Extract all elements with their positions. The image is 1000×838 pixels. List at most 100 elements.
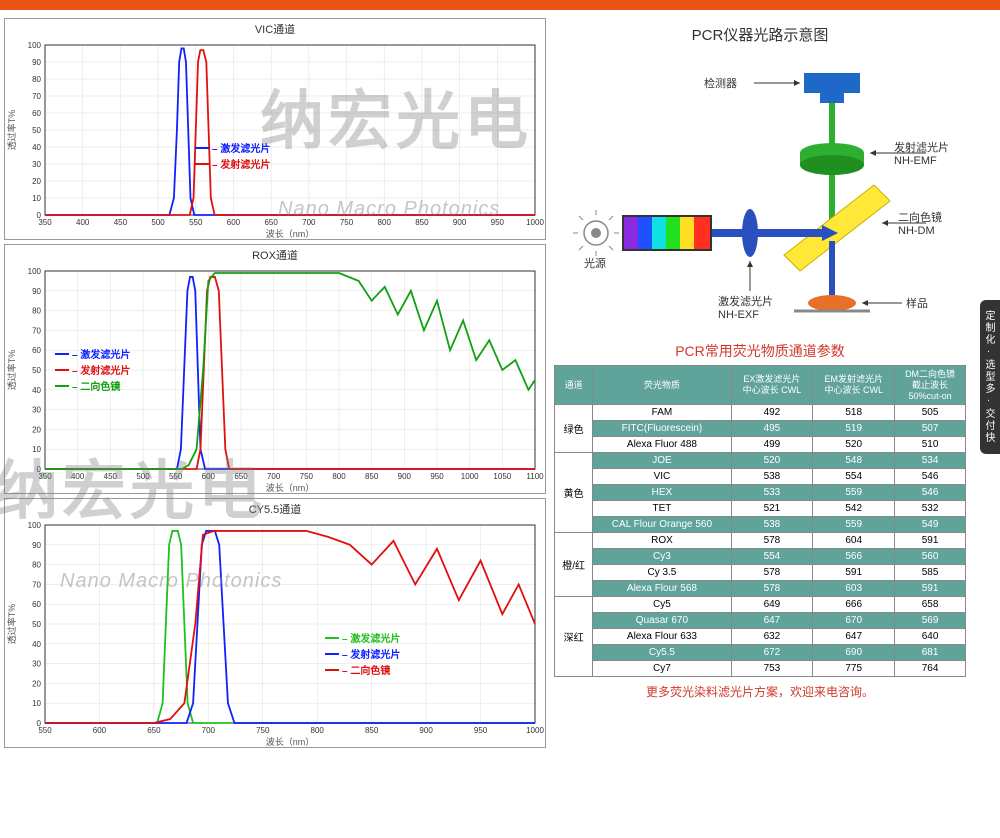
svg-text:400: 400 <box>71 472 85 481</box>
svg-text:30: 30 <box>32 160 41 169</box>
svg-text:90: 90 <box>32 287 41 296</box>
table-cell: CAL Flour Orange 560 <box>593 517 731 533</box>
label-source: 光源 <box>584 255 606 271</box>
svg-text:波长（nm）: 波长（nm） <box>266 228 315 239</box>
table-row: Cy3554566560 <box>555 549 966 565</box>
legend-item: – 激发滤光片 <box>195 140 270 155</box>
table-cell: 753 <box>731 661 813 677</box>
table-cell: 672 <box>731 645 813 661</box>
chart-legend: – 激发滤光片– 发射滤光片 <box>195 139 270 172</box>
svg-text:1050: 1050 <box>493 472 511 481</box>
table-cell: 518 <box>813 405 895 421</box>
table-cell: 578 <box>731 565 813 581</box>
svg-text:750: 750 <box>256 726 270 735</box>
table-cell: 538 <box>731 517 813 533</box>
legend-item: – 二向色镜 <box>55 378 130 393</box>
svg-text:650: 650 <box>234 472 248 481</box>
label-detector: 检测器 <box>704 75 737 91</box>
table-cell: 533 <box>731 485 813 501</box>
legend-item: – 二向色镜 <box>325 662 400 677</box>
svg-text:60: 60 <box>32 600 41 609</box>
chart-svg: 3504004505005506006507007508008509009501… <box>5 39 545 239</box>
chart-0: VIC通道35040045050055060065070075080085090… <box>4 18 546 240</box>
svg-text:10: 10 <box>32 194 41 203</box>
table-header: 荧光物质 <box>593 366 731 405</box>
svg-text:0: 0 <box>37 211 42 220</box>
table-cell: 559 <box>813 517 895 533</box>
svg-text:900: 900 <box>453 218 467 227</box>
table-row: Alexa Fluor 488499520510 <box>555 437 966 453</box>
svg-text:1000: 1000 <box>526 218 544 227</box>
svg-text:950: 950 <box>474 726 488 735</box>
left-charts-panel: VIC通道35040045050055060065070075080085090… <box>0 10 550 838</box>
table-cell: 647 <box>731 613 813 629</box>
svg-text:750: 750 <box>300 472 314 481</box>
table-row: CAL Flour Orange 560538559549 <box>555 517 966 533</box>
svg-text:900: 900 <box>419 726 433 735</box>
table-cell: 578 <box>731 533 813 549</box>
svg-text:50: 50 <box>32 620 41 629</box>
svg-text:800: 800 <box>378 218 392 227</box>
table-cell: 591 <box>895 533 966 549</box>
svg-text:950: 950 <box>491 218 505 227</box>
table-cell: 546 <box>895 469 966 485</box>
svg-text:10: 10 <box>32 699 41 708</box>
footer-note: 更多荧光染料滤光片方案，欢迎来电咨询。 <box>554 683 966 700</box>
chart-title: VIC通道 <box>5 19 545 39</box>
table-row: Cy7753775764 <box>555 661 966 677</box>
table-cell: 549 <box>895 517 966 533</box>
svg-text:70: 70 <box>32 92 41 101</box>
table-cell: 640 <box>895 629 966 645</box>
table-cell: 519 <box>813 421 895 437</box>
optical-path-diagram: 检测器 发射滤光片 NH-EMF 二向色镜 NH-DM 光源 激发滤光片 NH-… <box>554 55 966 335</box>
fluorophore-table-wrap: 通道荧光物质EX激发滤光片中心波长 CWLEM发射滤光片中心波长 CWLDM二向… <box>554 365 966 677</box>
right-sidebar-badge: 定制化·选型多·交付快 <box>980 300 1000 454</box>
table-cell: Cy 3.5 <box>593 565 731 581</box>
top-accent-bar <box>0 0 1000 10</box>
svg-text:650: 650 <box>264 218 278 227</box>
svg-text:550: 550 <box>169 472 183 481</box>
table-row: HEX533559546 <box>555 485 966 501</box>
table-cell: ROX <box>593 533 731 549</box>
table-cell: 585 <box>895 565 966 581</box>
table-cell: 658 <box>895 597 966 613</box>
table-cell: VIC <box>593 469 731 485</box>
table-header: EM发射滤光片中心波长 CWL <box>813 366 895 405</box>
svg-text:波长（nm）: 波长（nm） <box>266 482 315 493</box>
svg-text:100: 100 <box>28 41 42 50</box>
svg-text:20: 20 <box>32 679 41 688</box>
table-cell: 569 <box>895 613 966 629</box>
svg-text:50: 50 <box>32 366 41 375</box>
table-row: Cy5.5672690681 <box>555 645 966 661</box>
chart-legend: – 激发滤光片– 发射滤光片– 二向色镜 <box>325 629 400 678</box>
svg-text:波长（nm）: 波长（nm） <box>266 736 315 747</box>
table-cell: 520 <box>731 453 813 469</box>
svg-text:30: 30 <box>32 660 41 669</box>
table-cell: 554 <box>731 549 813 565</box>
svg-text:700: 700 <box>267 472 281 481</box>
group-cell: 黄色 <box>555 453 593 533</box>
svg-text:450: 450 <box>104 472 118 481</box>
chart-svg: 5506006507007508008509009501000010203040… <box>5 519 545 747</box>
table-cell: 542 <box>813 501 895 517</box>
svg-text:100: 100 <box>28 521 42 530</box>
legend-item: – 发射滤光片 <box>325 646 400 661</box>
table-cell: 538 <box>731 469 813 485</box>
svg-text:0: 0 <box>37 719 42 728</box>
svg-text:90: 90 <box>32 58 41 67</box>
legend-item: – 激发滤光片 <box>325 630 400 645</box>
svg-text:650: 650 <box>147 726 161 735</box>
svg-text:500: 500 <box>151 218 165 227</box>
table-cell: 775 <box>813 661 895 677</box>
svg-text:850: 850 <box>415 218 429 227</box>
legend-item: – 发射滤光片 <box>55 362 130 377</box>
table-cell: Alexa Flour 633 <box>593 629 731 645</box>
table-header: 通道 <box>555 366 593 405</box>
svg-text:10: 10 <box>32 445 41 454</box>
chart-1: ROX通道35040045050055060065070075080085090… <box>4 244 546 494</box>
table-cell: Cy7 <box>593 661 731 677</box>
table-row: TET521542532 <box>555 501 966 517</box>
table-cell: JOE <box>593 453 731 469</box>
table-row: 黄色JOE520548534 <box>555 453 966 469</box>
table-cell: FAM <box>593 405 731 421</box>
